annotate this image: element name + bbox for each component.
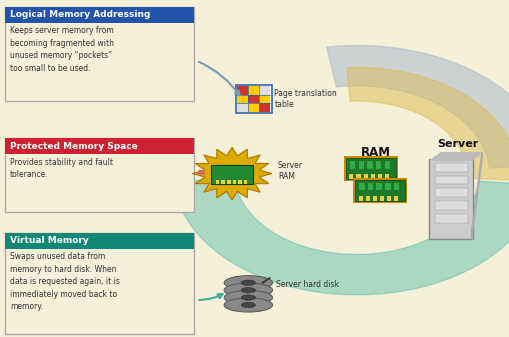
FancyBboxPatch shape: [227, 180, 230, 184]
FancyBboxPatch shape: [243, 180, 247, 184]
Ellipse shape: [241, 287, 255, 293]
Ellipse shape: [224, 290, 272, 305]
Polygon shape: [192, 147, 271, 200]
FancyBboxPatch shape: [372, 196, 376, 201]
Ellipse shape: [224, 276, 272, 290]
FancyBboxPatch shape: [232, 180, 236, 184]
Ellipse shape: [224, 283, 272, 297]
FancyBboxPatch shape: [248, 103, 259, 112]
FancyBboxPatch shape: [238, 180, 241, 184]
FancyBboxPatch shape: [363, 174, 367, 179]
FancyBboxPatch shape: [358, 183, 364, 190]
FancyBboxPatch shape: [434, 188, 467, 197]
Ellipse shape: [241, 280, 255, 285]
FancyBboxPatch shape: [5, 233, 193, 334]
FancyBboxPatch shape: [367, 183, 373, 190]
FancyBboxPatch shape: [259, 95, 270, 103]
FancyBboxPatch shape: [215, 180, 219, 184]
FancyBboxPatch shape: [379, 196, 383, 201]
FancyBboxPatch shape: [377, 174, 381, 179]
FancyBboxPatch shape: [434, 163, 467, 172]
Text: Server
RAM: Server RAM: [277, 161, 302, 181]
Text: Server hard disk: Server hard disk: [276, 280, 339, 289]
FancyBboxPatch shape: [237, 103, 248, 112]
FancyBboxPatch shape: [235, 85, 271, 113]
FancyBboxPatch shape: [248, 95, 259, 103]
Text: RAM: RAM: [360, 146, 390, 159]
FancyBboxPatch shape: [356, 174, 360, 179]
FancyBboxPatch shape: [259, 103, 270, 112]
FancyBboxPatch shape: [375, 161, 381, 168]
FancyBboxPatch shape: [5, 138, 193, 154]
FancyBboxPatch shape: [393, 196, 398, 201]
FancyBboxPatch shape: [259, 86, 270, 95]
FancyBboxPatch shape: [248, 86, 259, 95]
Polygon shape: [430, 153, 481, 160]
Ellipse shape: [224, 298, 272, 312]
FancyBboxPatch shape: [429, 159, 472, 239]
Text: Page translation
table: Page translation table: [274, 89, 336, 109]
FancyBboxPatch shape: [434, 176, 467, 184]
Polygon shape: [174, 179, 509, 295]
Text: Protected Memory Space: Protected Memory Space: [10, 142, 137, 151]
FancyBboxPatch shape: [5, 138, 193, 212]
FancyBboxPatch shape: [365, 196, 369, 201]
FancyBboxPatch shape: [355, 180, 404, 201]
Polygon shape: [471, 153, 481, 238]
FancyBboxPatch shape: [358, 161, 363, 168]
FancyBboxPatch shape: [343, 156, 398, 181]
FancyBboxPatch shape: [346, 158, 395, 179]
FancyBboxPatch shape: [237, 86, 248, 95]
FancyBboxPatch shape: [370, 174, 374, 179]
FancyBboxPatch shape: [386, 196, 390, 201]
FancyBboxPatch shape: [221, 180, 224, 184]
FancyBboxPatch shape: [366, 161, 372, 168]
Text: Keeps server memory from
becoming fragmented with
unused memory “pockets”
too sm: Keeps server memory from becoming fragme…: [10, 26, 114, 73]
FancyBboxPatch shape: [349, 161, 355, 168]
FancyBboxPatch shape: [349, 174, 353, 179]
FancyBboxPatch shape: [434, 214, 467, 223]
Polygon shape: [326, 45, 509, 168]
FancyBboxPatch shape: [358, 196, 362, 201]
Text: Provides stability and fault
tolerance.: Provides stability and fault tolerance.: [10, 158, 113, 179]
Text: Server: Server: [436, 139, 477, 149]
Ellipse shape: [241, 302, 255, 308]
Text: Logical Memory Addressing: Logical Memory Addressing: [10, 10, 150, 19]
FancyBboxPatch shape: [210, 165, 253, 184]
FancyBboxPatch shape: [352, 178, 407, 203]
FancyBboxPatch shape: [384, 174, 388, 179]
Polygon shape: [346, 67, 509, 180]
FancyBboxPatch shape: [384, 161, 389, 168]
Text: Swaps unused data from
memory to hard disk. When
data is requested again, it is
: Swaps unused data from memory to hard di…: [10, 252, 120, 311]
FancyBboxPatch shape: [5, 7, 193, 101]
FancyBboxPatch shape: [376, 183, 381, 190]
Ellipse shape: [241, 295, 255, 300]
FancyBboxPatch shape: [5, 233, 193, 249]
FancyBboxPatch shape: [384, 183, 390, 190]
Text: Virtual Memory: Virtual Memory: [10, 236, 89, 245]
FancyBboxPatch shape: [393, 183, 399, 190]
FancyBboxPatch shape: [237, 95, 248, 103]
FancyBboxPatch shape: [434, 201, 467, 210]
FancyBboxPatch shape: [5, 7, 193, 23]
